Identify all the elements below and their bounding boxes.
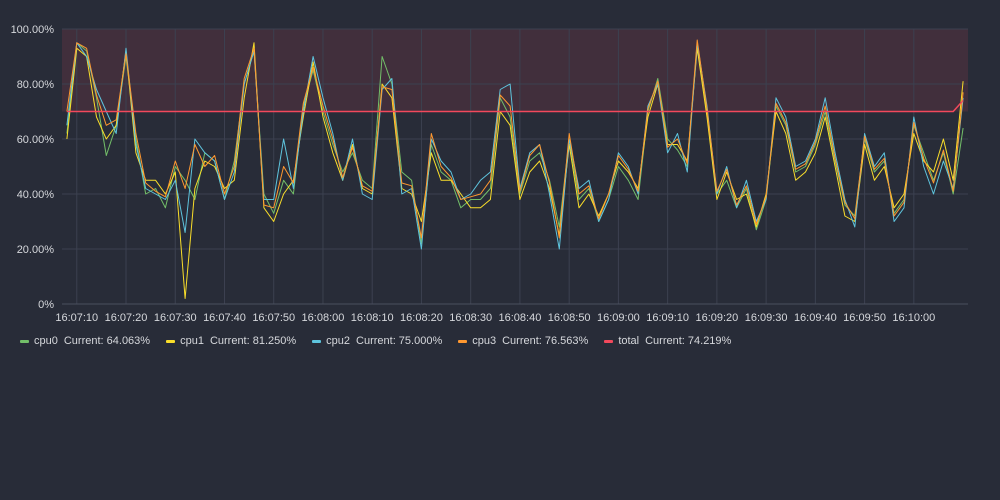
legend-series-name: cpu0: [34, 335, 58, 347]
legend-current-value: Current: 75.000%: [356, 335, 443, 347]
series-line-cpu1: [66, 42, 964, 299]
x-tick-label: 16:08:20: [400, 312, 443, 324]
legend-current-value: Current: 81.250%: [209, 335, 297, 347]
x-tick-label: 16:07:30: [154, 312, 197, 324]
legend-series-name: total: [618, 335, 640, 347]
x-tick-label: 16:09:50: [843, 312, 886, 324]
threshold-band: [62, 29, 968, 112]
y-tick-label: 100.00%: [11, 24, 55, 36]
grid: [62, 28, 968, 304]
x-tick-label: 16:08:50: [548, 312, 591, 324]
legend-item-total[interactable]: total Current: 74.219%: [604, 335, 731, 347]
legend-item-cpu1[interactable]: cpu1 Current: 81.250%: [166, 335, 296, 347]
y-tick-label: 20.00%: [17, 244, 55, 256]
y-tick-label: 0%: [38, 299, 54, 311]
legend-item-cpu0[interactable]: cpu0 Current: 64.063%: [20, 335, 150, 347]
x-tick-label: 16:07:50: [252, 312, 295, 324]
x-tick-label: 16:08:40: [499, 312, 542, 324]
cpu-usage-chart: 0% 20.00% 40.00% 60.00% 80.00% 100.00% 16:07:1…: [11, 24, 968, 324]
legend-item-cpu2[interactable]: cpu2 Current: 75.000%: [312, 335, 442, 347]
y-tick-label: 40.00%: [17, 189, 55, 201]
legend-item-cpu3[interactable]: cpu3 Current: 76.563%: [458, 335, 588, 347]
x-tick-label: 16:07:20: [105, 312, 148, 324]
legend-current-value: Current: 64.063%: [63, 335, 151, 347]
x-tick-label: 16:09:40: [794, 312, 837, 324]
legend: cpu0 Current: 64.063% cpu1 Current: 81.2…: [20, 335, 731, 347]
legend-swatch-cpu2: [312, 339, 322, 343]
legend-swatch-cpu3: [458, 339, 468, 343]
x-tick-label: 16:08:30: [449, 312, 492, 324]
legend-swatch-cpu0: [20, 339, 29, 343]
legend-series-name: cpu3: [472, 335, 497, 347]
x-tick-label: 16:09:30: [745, 312, 788, 324]
y-tick-label: 80.00%: [17, 79, 55, 91]
series-line-total: [66, 99, 964, 113]
x-tick-label: 16:07:10: [55, 312, 98, 324]
legend-current-value: Current: 76.563%: [502, 335, 589, 347]
legend-swatch-cpu1: [166, 339, 176, 343]
legend-series-name: cpu1: [180, 335, 204, 347]
x-tick-label: 16:09:20: [695, 312, 738, 324]
legend-series-name: cpu2: [326, 335, 351, 347]
legend-current-value: Current: 74.219%: [645, 335, 732, 347]
x-tick-label: 16:09:10: [646, 312, 689, 324]
legend-swatch-total: [604, 339, 614, 343]
x-tick-label: 16:10:00: [892, 312, 935, 324]
x-tick-label: 16:08:00: [302, 312, 345, 324]
y-tick-label: 60.00%: [17, 134, 55, 146]
x-tick-label: 16:09:00: [597, 312, 640, 324]
x-tick-label: 16:08:10: [351, 312, 394, 324]
x-tick-label: 16:07:40: [203, 312, 246, 324]
series-line-cpu3: [66, 39, 964, 239]
series-line-cpu2: [66, 42, 964, 250]
